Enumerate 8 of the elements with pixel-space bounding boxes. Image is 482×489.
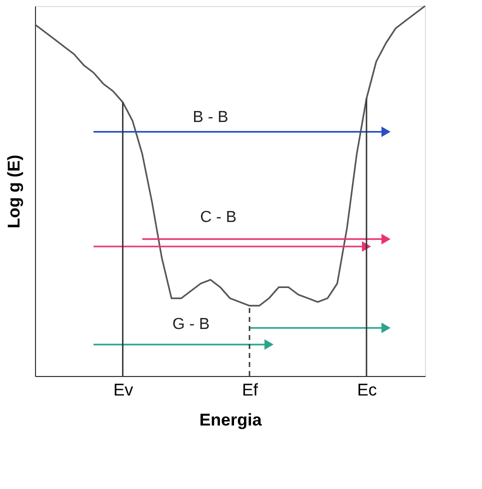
x-tick-label: Ev: [113, 380, 134, 400]
annotation: B - B: [192, 109, 228, 126]
x-tick-label: Ef: [242, 380, 258, 400]
x-tick-label: Ec: [357, 380, 378, 400]
x-axis-title: Energia: [199, 410, 262, 430]
annotation: C - B: [200, 208, 237, 226]
annotation: G - B: [172, 316, 210, 334]
y-axis-title: Log g (E): [4, 154, 24, 228]
